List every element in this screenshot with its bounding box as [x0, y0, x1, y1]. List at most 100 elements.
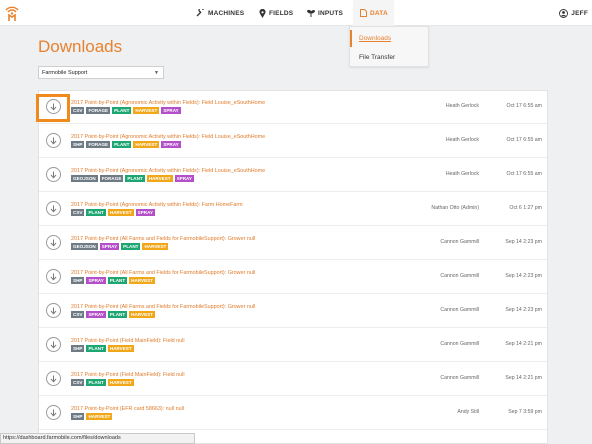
download-title[interactable]: 2017 Point-by-Point (Agronomic Activity …: [71, 100, 266, 106]
status-bar-url: https://dashboard.farmobile.com/files/do…: [0, 433, 195, 444]
tag-badge: SPRAY: [161, 107, 181, 114]
organization-select[interactable]: Farmobile Support ▼: [38, 66, 164, 79]
document-icon: [360, 9, 367, 17]
highlight-annotation: [36, 94, 70, 122]
download-arrow-icon: [50, 273, 57, 281]
tag-badge: PLANT: [121, 243, 141, 250]
requested-by: Nathan Otto (Admin): [431, 205, 479, 211]
tag-badge: PLANT: [107, 277, 128, 284]
tag-badge: SHP: [71, 345, 85, 352]
tag-badge: SPRAY: [86, 277, 106, 284]
request-date: Sep 7 3:59 pm: [508, 409, 542, 415]
tag-badge: SPRAY: [86, 311, 106, 318]
download-title[interactable]: 2017 Point-by-Point (Agronomic Activity …: [71, 202, 243, 208]
download-button[interactable]: [46, 201, 61, 216]
download-button[interactable]: [46, 337, 61, 352]
download-arrow-icon: [50, 171, 57, 179]
tag-badge: FORAGE: [86, 107, 111, 114]
tag-badge: SPRAY: [174, 175, 194, 182]
download-button[interactable]: [46, 99, 61, 114]
request-date: Sep 14 2:21 pm: [505, 341, 542, 347]
tag-badge: SPRAY: [161, 141, 181, 148]
table-row: 2017 Point-by-Point (EFR card 58663): nu…: [39, 397, 547, 430]
tag-badge: GEOJSON: [71, 175, 98, 182]
download-button[interactable]: [46, 133, 61, 148]
download-button[interactable]: [46, 405, 61, 420]
menu-item-file-transfer[interactable]: File Transfer: [359, 54, 396, 61]
nav-machines[interactable]: MACHINES: [196, 0, 244, 26]
download-title[interactable]: 2017 Point-by-Point (EFR card 58663): nu…: [71, 406, 184, 412]
tag-badge: HARVEST: [107, 209, 134, 216]
tag-badge: CSV: [71, 107, 85, 114]
requested-by: Cannon Gammill: [440, 341, 479, 347]
tag-badge: FORAGE: [86, 141, 111, 148]
request-date: Sep 14 2:23 pm: [505, 239, 542, 245]
requested-by: Andy Still: [457, 409, 479, 415]
nav-fields[interactable]: FIELDS: [259, 0, 293, 26]
tag-badge: PLANT: [112, 141, 132, 148]
tag-badge: PLANT: [112, 107, 132, 114]
tag-badge: HARVEST: [133, 107, 160, 114]
download-button[interactable]: [46, 235, 61, 250]
download-title[interactable]: 2017 Point-by-Point (All Farms and Field…: [71, 304, 256, 310]
requested-by: Heath Gerlock: [445, 137, 479, 143]
table-row: 2017 Point-by-Point (Agronomic Activity …: [39, 125, 547, 158]
request-date: Oct 17 6:55 am: [506, 103, 542, 109]
chevron-down-icon: ▼: [154, 70, 159, 76]
tag-badge: PLANT: [107, 311, 128, 318]
tag-badge: CSV: [71, 379, 85, 386]
download-title[interactable]: 2017 Point-by-Point (All Farms and Field…: [71, 270, 256, 276]
download-button[interactable]: [46, 303, 61, 318]
tag-badge: CSV: [71, 209, 85, 216]
tag-badge: HARVEST: [133, 141, 160, 148]
menu-item-downloads[interactable]: Downloads: [359, 35, 392, 42]
download-button[interactable]: [46, 269, 61, 284]
data-dropdown-menu: Downloads File Transfer: [349, 26, 429, 67]
tag-badge: PLANT: [86, 379, 106, 386]
download-button[interactable]: [46, 371, 61, 386]
download-title[interactable]: 2017 Point-by-Point (Agronomic Activity …: [71, 168, 266, 174]
wrench-icon: [196, 9, 204, 17]
table-row: 2017 Point-by-Point (Field MainField): F…: [39, 329, 547, 362]
request-date: Oct 17 6:55 am: [506, 171, 542, 177]
requested-by: Heath Gerlock: [445, 103, 479, 109]
sprout-icon: [307, 9, 315, 17]
table-row: 2017 Point-by-Point (Field MainField): F…: [39, 363, 547, 396]
tag-list: CSV PLANT HARVEST SPRAY: [71, 209, 156, 216]
download-arrow-icon: [50, 137, 57, 145]
request-date: Sep 14 2:21 pm: [505, 375, 542, 381]
nav-inputs-label: INPUTS: [318, 9, 344, 17]
user-avatar-icon: [559, 8, 569, 18]
download-arrow-icon: [50, 409, 57, 417]
tag-badge: FORAGE: [99, 175, 124, 182]
tag-badge: HARVEST: [107, 379, 134, 386]
tag-badge: SHP: [71, 413, 85, 420]
request-date: Sep 14 2:23 pm: [505, 273, 542, 279]
tag-list: CSV FORAGE PLANT HARVEST SPRAY: [71, 107, 181, 114]
nav-data[interactable]: DATA: [353, 0, 394, 26]
map-pin-icon: [259, 8, 266, 18]
download-arrow-icon: [50, 205, 57, 213]
nav-machines-label: MACHINES: [208, 9, 245, 17]
request-date: Oct 17 6:55 am: [506, 137, 542, 143]
requested-by: Cannon Gammill: [440, 273, 479, 279]
download-title[interactable]: 2017 Point-by-Point (All Farms and Field…: [71, 236, 256, 242]
organization-select-value: Farmobile Support: [42, 70, 88, 76]
tag-badge: SPRAY: [135, 209, 156, 216]
tag-badge: HARVEST: [86, 413, 113, 420]
tag-badge: SHP: [71, 141, 85, 148]
download-title[interactable]: 2017 Point-by-Point (Agronomic Activity …: [71, 134, 266, 140]
requested-by: Cannon Gammill: [440, 239, 479, 245]
download-title[interactable]: 2017 Point-by-Point (Field MainField): F…: [71, 372, 185, 378]
table-row: 2017 Point-by-Point (All Farms and Field…: [39, 261, 547, 294]
tag-list: GEOJSON SPRAY PLANT HARVEST: [71, 243, 169, 250]
farmobile-logo[interactable]: [4, 4, 20, 22]
download-title[interactable]: 2017 Point-by-Point (Field MainField): F…: [71, 338, 185, 344]
user-menu[interactable]: JEFF: [559, 0, 588, 26]
tag-badge: PLANT: [86, 345, 106, 352]
nav-inputs[interactable]: INPUTS: [307, 0, 343, 26]
tag-list: SHP FORAGE PLANT HARVEST SPRAY: [71, 141, 181, 148]
download-arrow-icon: [50, 307, 57, 315]
download-button[interactable]: [46, 167, 61, 182]
table-row: 2017 Point-by-Point (All Farms and Field…: [39, 227, 547, 260]
